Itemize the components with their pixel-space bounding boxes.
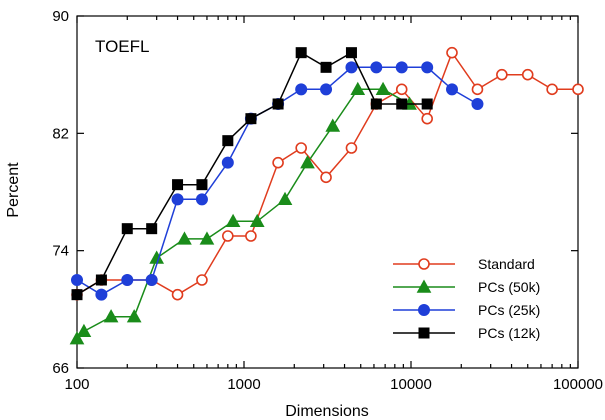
legend-marker-standard [418,258,430,270]
x-tick-label: 1000 [227,376,260,393]
data-point-pcs-25k [221,156,234,169]
data-point-pcs-50k [103,309,119,323]
legend-marker-pcs-50k [416,279,432,293]
data-point-standard [345,142,358,154]
data-point-pcs-25k [171,193,184,206]
data-point-pcs-50k [149,250,165,264]
data-point-standard [320,171,332,184]
data-point-pcs-50k [249,213,265,228]
data-point-pcs-25k [345,61,358,74]
data-point-pcs-12k [396,98,408,110]
legend-label-pcs-12k: PCs (12k) [478,325,540,341]
data-point-pcs-50k [375,81,391,96]
data-point-pcs-25k [145,274,158,286]
data-point-pcs-12k [295,47,307,59]
data-point-pcs-25k [121,274,134,286]
data-point-standard [196,274,208,286]
data-point-pcs-50k [177,231,192,245]
x-tick-label: 10000 [390,376,432,393]
legend-label-pcs-50k: PCs (50k) [478,279,540,295]
data-point-pcs-12k [345,47,357,59]
data-point-pcs-12k [146,223,158,235]
data-point-standard [572,83,584,96]
data-point-standard [171,288,184,301]
data-point-pcs-50k [199,231,215,245]
x-tick-label: 100000 [553,376,603,393]
plot-frame [76,15,579,369]
data-point-pcs-50k [126,309,142,323]
legend-marker-pcs-25k [418,304,430,316]
data-point-standard [222,230,234,242]
data-point-pcs-12k [121,223,133,235]
data-point-pcs-25k [370,61,383,74]
data-point-standard [421,112,433,125]
data-point-pcs-12k [71,289,83,301]
data-point-pcs-25k [446,83,459,96]
data-point-pcs-12k [222,135,234,147]
x-tick-label: 100 [64,376,89,393]
data-point-standard [496,68,508,81]
y-axis-title: Percent [5,162,22,218]
data-point-standard [295,142,307,154]
data-point-standard [446,46,458,59]
y-tick-label: 90 [52,8,69,25]
data-point-pcs-50k [69,331,85,345]
data-point-pcs-25k [195,193,208,206]
data-point-pcs-12k [95,274,107,286]
data-point-pcs-12k [172,179,184,191]
data-point-pcs-12k [320,61,332,73]
data-point-standard [272,156,284,169]
data-point-pcs-25k [395,61,408,74]
chart-annotation: TOEFL [95,37,149,56]
data-point-pcs-12k [245,113,257,125]
data-point-standard [245,230,257,242]
data-point-pcs-50k [277,191,293,206]
data-point-pcs-50k [325,118,341,132]
data-point-pcs-50k [350,81,366,96]
data-point-standard [546,83,558,96]
legend-marker-pcs-12k [418,327,430,339]
data-point-pcs-12k [421,98,433,110]
data-point-pcs-25k [71,274,83,286]
y-tick-label: 66 [52,360,69,377]
data-point-pcs-12k [272,98,284,110]
data-point-pcs-25k [95,288,108,301]
data-point-pcs-50k [76,323,92,338]
data-point-pcs-12k [196,179,208,191]
y-tick-label: 82 [52,125,69,142]
data-point-pcs-25k [320,83,333,96]
legend-label-pcs-25k: PCs (25k) [478,302,540,318]
legend-label-standard: Standard [478,256,535,272]
data-point-pcs-25k [421,61,434,74]
y-tick-label: 74 [52,243,69,260]
data-point-pcs-25k [295,83,308,96]
data-point-standard [395,83,408,96]
data-point-pcs-50k [225,213,241,228]
data-point-standard [471,83,484,96]
data-point-standard [521,68,534,81]
data-point-pcs-12k [370,98,382,110]
data-point-pcs-50k [300,155,315,169]
x-axis-title: Dimensions [285,403,369,420]
data-point-pcs-25k [471,98,484,110]
